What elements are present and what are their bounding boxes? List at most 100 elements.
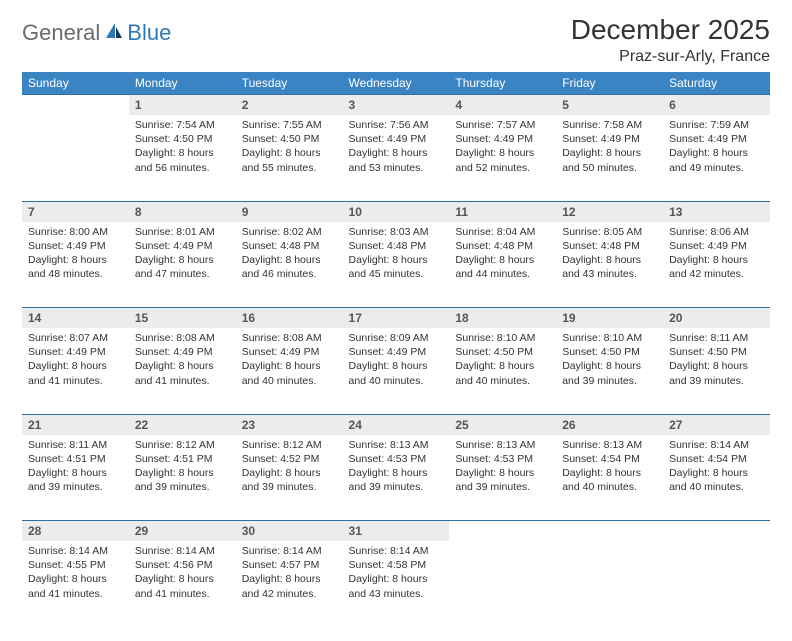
dl1-text: Daylight: 8 hours (242, 572, 337, 586)
day-number: 31 (343, 521, 450, 542)
dl1-text: Daylight: 8 hours (28, 253, 123, 267)
sunset-text: Sunset: 4:50 PM (669, 345, 764, 359)
day-number: 18 (449, 308, 556, 329)
sunrise-text: Sunrise: 7:54 AM (135, 118, 230, 132)
dl1-text: Daylight: 8 hours (28, 466, 123, 480)
sunset-text: Sunset: 4:52 PM (242, 452, 337, 466)
day-number: 2 (236, 95, 343, 116)
dl1-text: Daylight: 8 hours (562, 146, 657, 160)
sunrise-text: Sunrise: 8:01 AM (135, 225, 230, 239)
dl1-text: Daylight: 8 hours (28, 359, 123, 373)
month-title: December 2025 (571, 14, 770, 46)
dl2-text: and 39 minutes. (242, 480, 337, 494)
dl1-text: Daylight: 8 hours (455, 253, 550, 267)
dl1-text: Daylight: 8 hours (135, 572, 230, 586)
sunrise-text: Sunrise: 8:11 AM (28, 438, 123, 452)
sunset-text: Sunset: 4:51 PM (135, 452, 230, 466)
dl2-text: and 40 minutes. (669, 480, 764, 494)
day-number: 9 (236, 201, 343, 222)
day-number: 25 (449, 414, 556, 435)
day-cell: Sunrise: 8:14 AMSunset: 4:54 PMDaylight:… (663, 435, 770, 521)
day-cell: Sunrise: 8:12 AMSunset: 4:51 PMDaylight:… (129, 435, 236, 521)
day-header-row: Sunday Monday Tuesday Wednesday Thursday… (22, 72, 770, 95)
day-cell: Sunrise: 7:56 AMSunset: 4:49 PMDaylight:… (343, 115, 450, 201)
dl2-text: and 43 minutes. (562, 267, 657, 281)
day-header: Sunday (22, 72, 129, 95)
daynum-row: 14151617181920 (22, 308, 770, 329)
sunset-text: Sunset: 4:50 PM (135, 132, 230, 146)
logo-text-general: General (22, 20, 100, 46)
day-cell: Sunrise: 8:05 AMSunset: 4:48 PMDaylight:… (556, 222, 663, 308)
dl2-text: and 41 minutes. (135, 374, 230, 388)
sunrise-text: Sunrise: 8:14 AM (28, 544, 123, 558)
day-number: 1 (129, 95, 236, 116)
dl1-text: Daylight: 8 hours (669, 146, 764, 160)
dl2-text: and 39 minutes. (135, 480, 230, 494)
dl1-text: Daylight: 8 hours (349, 572, 444, 586)
day-cell: Sunrise: 8:14 AMSunset: 4:57 PMDaylight:… (236, 541, 343, 627)
dl1-text: Daylight: 8 hours (562, 253, 657, 267)
sunrise-text: Sunrise: 8:14 AM (349, 544, 444, 558)
sunrise-text: Sunrise: 7:58 AM (562, 118, 657, 132)
dl2-text: and 42 minutes. (242, 587, 337, 601)
day-number: 29 (129, 521, 236, 542)
sunrise-text: Sunrise: 8:05 AM (562, 225, 657, 239)
dl1-text: Daylight: 8 hours (28, 572, 123, 586)
day-number: 24 (343, 414, 450, 435)
location: Praz-sur-Arly, France (571, 48, 770, 66)
dl2-text: and 40 minutes. (349, 374, 444, 388)
day-number: 13 (663, 201, 770, 222)
dl1-text: Daylight: 8 hours (349, 146, 444, 160)
day-cell: Sunrise: 8:03 AMSunset: 4:48 PMDaylight:… (343, 222, 450, 308)
daynum-row: 28293031 (22, 521, 770, 542)
sunrise-text: Sunrise: 8:10 AM (455, 331, 550, 345)
logo-text-blue: Blue (127, 20, 171, 46)
sunrise-text: Sunrise: 8:10 AM (562, 331, 657, 345)
sunrise-text: Sunrise: 8:12 AM (135, 438, 230, 452)
day-cell (663, 541, 770, 627)
day-header: Monday (129, 72, 236, 95)
sunset-text: Sunset: 4:49 PM (455, 132, 550, 146)
sunset-text: Sunset: 4:57 PM (242, 558, 337, 572)
daynum-row: 21222324252627 (22, 414, 770, 435)
calendar-page: General Blue December 2025 Praz-sur-Arly… (0, 0, 792, 641)
day-number: 19 (556, 308, 663, 329)
sunset-text: Sunset: 4:48 PM (455, 239, 550, 253)
dl2-text: and 41 minutes. (135, 587, 230, 601)
sunset-text: Sunset: 4:53 PM (455, 452, 550, 466)
sunset-text: Sunset: 4:49 PM (28, 239, 123, 253)
day-number: 20 (663, 308, 770, 329)
day-number: 10 (343, 201, 450, 222)
day-cell: Sunrise: 8:00 AMSunset: 4:49 PMDaylight:… (22, 222, 129, 308)
sunset-text: Sunset: 4:48 PM (562, 239, 657, 253)
day-cell: Sunrise: 8:11 AMSunset: 4:50 PMDaylight:… (663, 328, 770, 414)
dl1-text: Daylight: 8 hours (349, 359, 444, 373)
dl1-text: Daylight: 8 hours (455, 359, 550, 373)
sunset-text: Sunset: 4:48 PM (349, 239, 444, 253)
day-number: 14 (22, 308, 129, 329)
day-cell: Sunrise: 8:11 AMSunset: 4:51 PMDaylight:… (22, 435, 129, 521)
dl1-text: Daylight: 8 hours (669, 466, 764, 480)
sunrise-text: Sunrise: 8:14 AM (669, 438, 764, 452)
dl1-text: Daylight: 8 hours (669, 359, 764, 373)
dl2-text: and 40 minutes. (455, 374, 550, 388)
sunrise-text: Sunrise: 8:13 AM (562, 438, 657, 452)
sunset-text: Sunset: 4:49 PM (242, 345, 337, 359)
logo-sail-icon (104, 21, 124, 46)
dl2-text: and 52 minutes. (455, 161, 550, 175)
sunset-text: Sunset: 4:49 PM (28, 345, 123, 359)
sunrise-text: Sunrise: 8:08 AM (242, 331, 337, 345)
dl2-text: and 47 minutes. (135, 267, 230, 281)
sunrise-text: Sunrise: 8:06 AM (669, 225, 764, 239)
sunset-text: Sunset: 4:56 PM (135, 558, 230, 572)
sunrise-text: Sunrise: 7:59 AM (669, 118, 764, 132)
day-number (663, 521, 770, 542)
day-number: 16 (236, 308, 343, 329)
dl2-text: and 56 minutes. (135, 161, 230, 175)
sunrise-text: Sunrise: 8:04 AM (455, 225, 550, 239)
dl2-text: and 43 minutes. (349, 587, 444, 601)
day-cell: Sunrise: 8:02 AMSunset: 4:48 PMDaylight:… (236, 222, 343, 308)
dl2-text: and 39 minutes. (669, 374, 764, 388)
day-cell: Sunrise: 8:14 AMSunset: 4:55 PMDaylight:… (22, 541, 129, 627)
dl1-text: Daylight: 8 hours (455, 466, 550, 480)
